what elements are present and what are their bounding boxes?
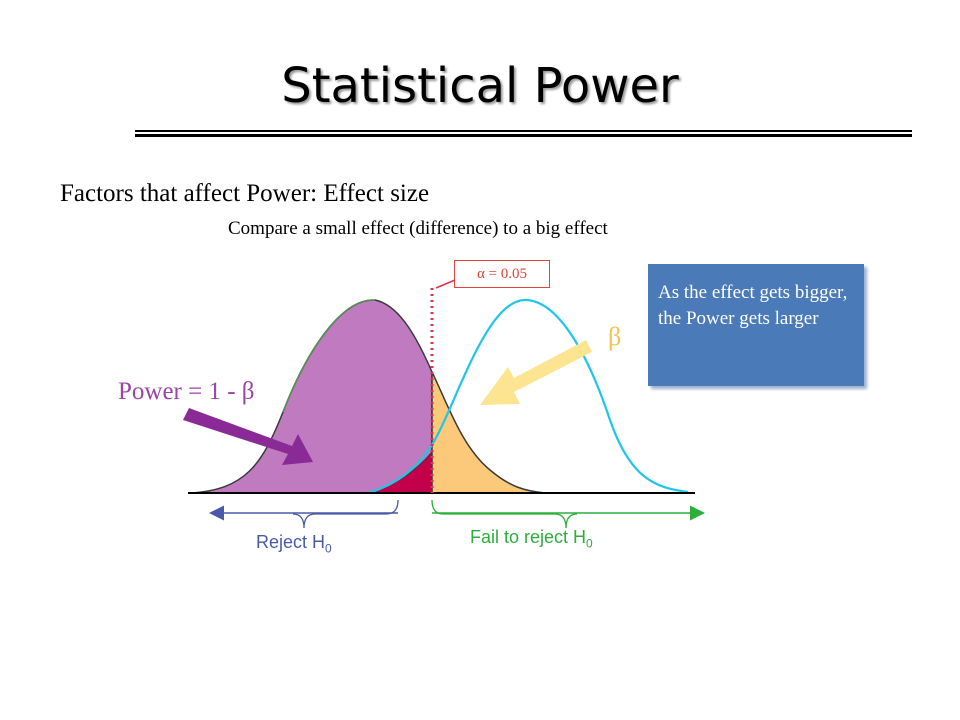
power-arrow xyxy=(183,408,313,465)
subtitle: Factors that affect Power: Effect size xyxy=(60,180,430,207)
fail-text: Fail to reject H xyxy=(470,527,587,547)
caption: Compare a small effect (difference) to a… xyxy=(228,218,608,239)
title-rule-bottom xyxy=(135,134,912,137)
alpha-pointer xyxy=(435,279,456,289)
alpha-label: α = 0.05 xyxy=(454,260,550,288)
power-label: Power = 1 - β xyxy=(118,378,255,405)
reject-brace xyxy=(292,499,399,529)
fail-brace xyxy=(431,499,578,529)
reject-label: Reject H0 xyxy=(256,532,332,556)
reject-text: Reject H xyxy=(256,532,326,552)
curve-highlight xyxy=(282,299,376,413)
slide-title: Statistical Power xyxy=(281,58,679,114)
note-box: As the effect gets bigger, the Power get… xyxy=(648,264,864,386)
alternative-curve xyxy=(367,298,689,495)
title-rule-top xyxy=(135,130,912,132)
beta-area xyxy=(431,371,546,494)
beta-arrow xyxy=(480,340,592,405)
fail-subscript: 0 xyxy=(586,536,593,551)
reject-subscript: 0 xyxy=(325,541,332,556)
fail-label: Fail to reject H0 xyxy=(470,527,593,551)
beta-label: β xyxy=(608,322,622,351)
